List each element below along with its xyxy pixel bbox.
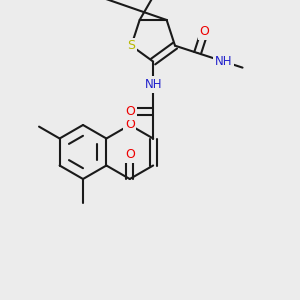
Text: O: O xyxy=(125,105,135,118)
Text: NH: NH xyxy=(144,78,162,91)
Text: NH: NH xyxy=(214,55,232,68)
Text: S: S xyxy=(127,39,135,52)
Text: O: O xyxy=(125,118,135,131)
Text: O: O xyxy=(200,26,209,38)
Text: O: O xyxy=(125,148,135,161)
